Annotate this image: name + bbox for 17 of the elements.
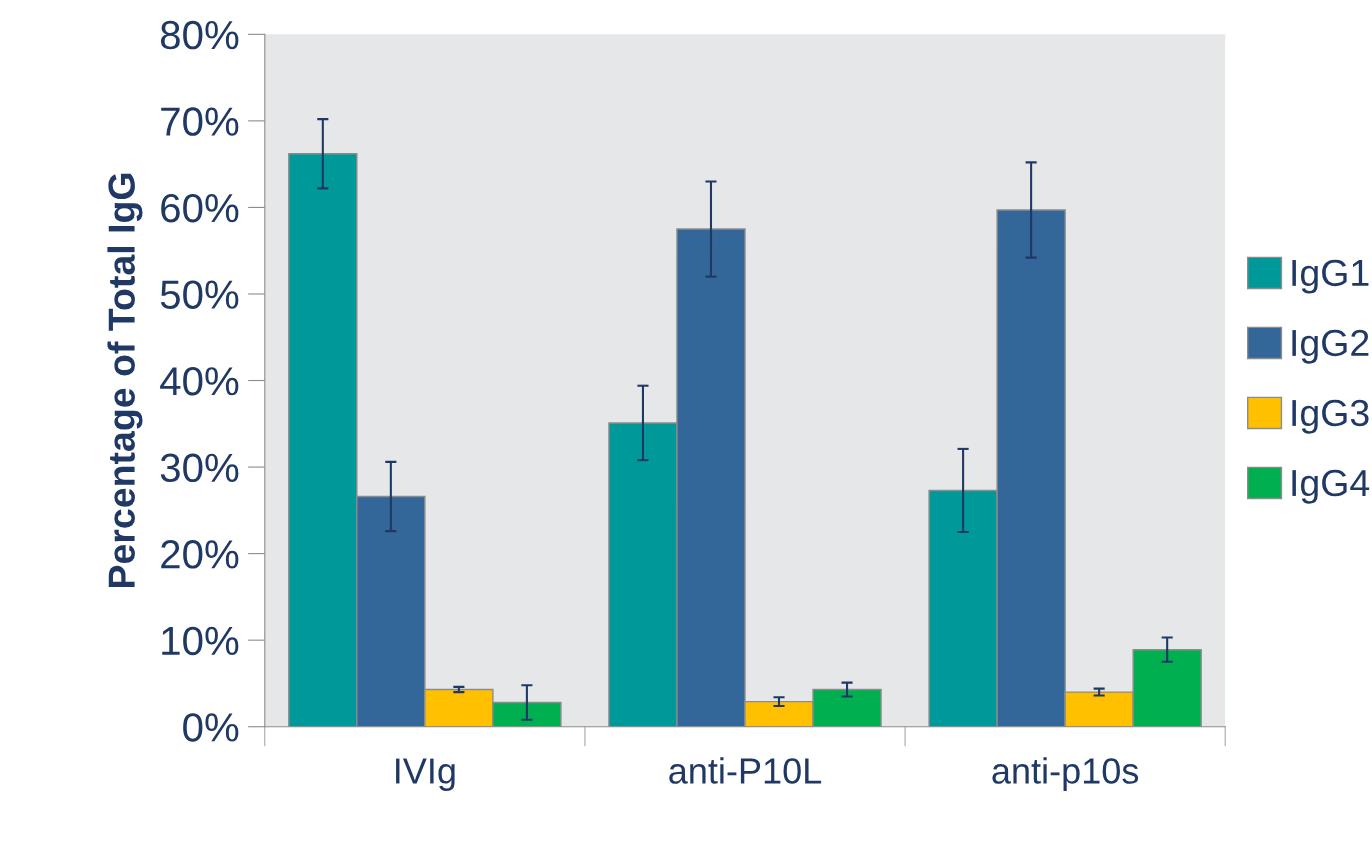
legend-label: IgG2 — [1292, 329, 1369, 364]
y-tick-label: 80% — [160, 20, 239, 50]
x-tick-label: anti-P10L — [669, 757, 822, 784]
x-tick-label: IVIg — [396, 758, 455, 791]
legend-label: IgG1 — [1292, 259, 1369, 294]
y-tick-label: 0% — [183, 713, 239, 742]
y-tick-label: 40% — [160, 366, 239, 396]
legend-label: IgG4 — [1292, 469, 1370, 504]
y-tick-label: 20% — [161, 540, 239, 569]
legend-label: IgG3 — [1292, 399, 1369, 434]
y-tick-label: 10% — [162, 626, 239, 656]
y-tick-label: 70% — [161, 107, 239, 136]
x-tick-label: anti-p10s — [992, 757, 1139, 791]
y-tick-label: 30% — [160, 453, 239, 483]
y-tick-label: 50% — [160, 280, 239, 309]
y-tick-label: 60% — [161, 193, 239, 223]
y-axis-title: Percentage of Total IgG — [107, 173, 143, 588]
